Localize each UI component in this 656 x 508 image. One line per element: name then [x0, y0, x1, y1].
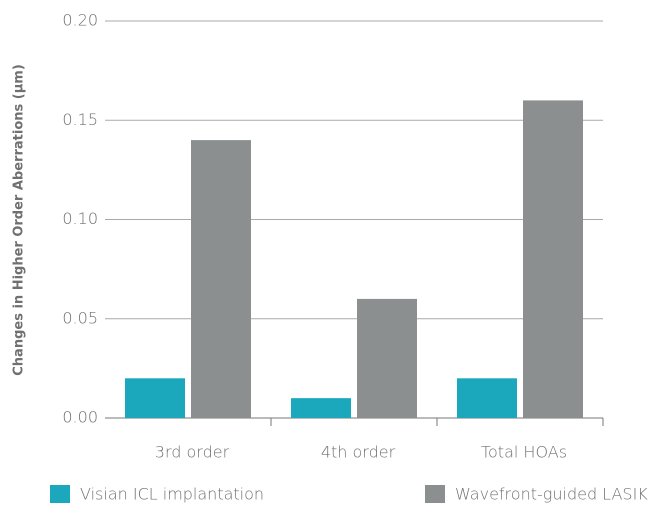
y-tick-label: 0.05 — [62, 308, 98, 327]
bar — [523, 100, 583, 419]
y-tick-label: 0.15 — [62, 110, 98, 129]
legend-swatch — [425, 485, 445, 503]
bar — [191, 140, 251, 418]
y-tick-label: 0.20 — [62, 11, 98, 30]
y-tick-label: 0.00 — [62, 408, 98, 427]
legend-label: Wavefront-guided LASIK — [455, 485, 648, 504]
bar — [457, 378, 517, 418]
x-tick-label: 4th order — [321, 443, 396, 462]
x-tick-label: 3rd order — [155, 443, 230, 462]
bar — [125, 378, 185, 418]
legend-swatch — [50, 485, 70, 503]
x-tick-label: Total HOAs — [481, 443, 567, 462]
bar — [357, 298, 417, 418]
y-tick-label: 0.10 — [62, 209, 98, 228]
legend-label: Visian ICL implantation — [80, 485, 264, 504]
bar — [291, 398, 351, 418]
y-axis-title: Changes in Higher Order Aberrations (µm) — [12, 64, 27, 376]
